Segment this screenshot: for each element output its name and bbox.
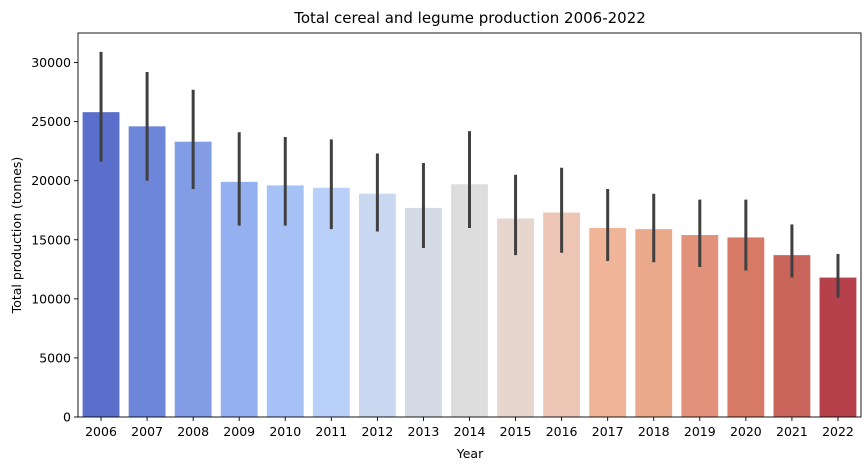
y-tick-label: 20000 [31, 173, 71, 188]
x-tick-label: 2010 [269, 424, 301, 439]
x-tick-label: 2018 [638, 424, 670, 439]
y-tick-label: 0 [63, 410, 71, 425]
x-tick-label: 2011 [315, 424, 347, 439]
y-axis-label: Total production (tonnes) [9, 157, 24, 315]
y-tick-label: 15000 [31, 232, 71, 247]
x-tick-label: 2017 [592, 424, 624, 439]
y-tick-label: 5000 [39, 350, 71, 365]
x-tick-label: 2012 [361, 424, 393, 439]
y-tick-label: 30000 [31, 55, 71, 70]
y-tick-label: 10000 [31, 291, 71, 306]
x-tick-label: 2006 [85, 424, 117, 439]
y-tick-label: 25000 [31, 114, 71, 129]
bar-2021 [773, 255, 811, 417]
x-tick-label: 2022 [822, 424, 854, 439]
chart-title: Total cereal and legume production 2006-… [293, 9, 646, 27]
x-tick-label: 2021 [776, 424, 808, 439]
x-tick-label: 2020 [730, 424, 762, 439]
x-tick-label: 2009 [223, 424, 255, 439]
plot-area: 0 5000 10000 15000 20000 25000 30000 2006 2007 20… [31, 32, 862, 439]
bar-2006 [82, 112, 120, 417]
x-tick-label: 2019 [684, 424, 716, 439]
x-tick-label: 2008 [177, 424, 209, 439]
x-tick-label: 2015 [500, 424, 532, 439]
x-axis-label: Year [456, 446, 484, 461]
x-tick-label: 2016 [546, 424, 578, 439]
bar-2022 [819, 277, 857, 417]
x-tick-label: 2013 [408, 424, 440, 439]
x-tick-label: 2007 [131, 424, 163, 439]
x-tick-label: 2014 [454, 424, 486, 439]
